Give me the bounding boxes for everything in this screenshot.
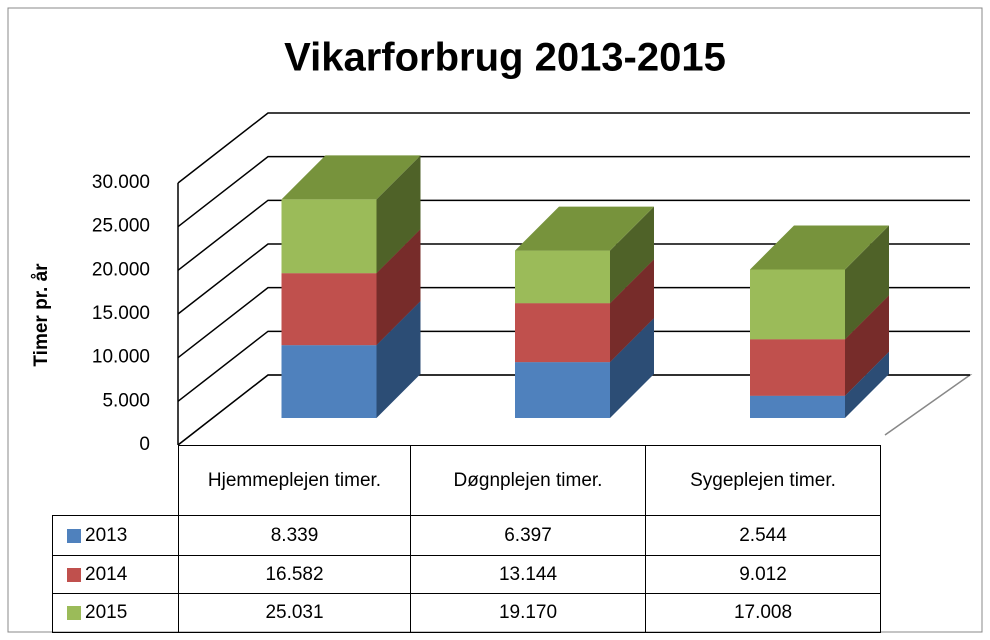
bar-side [610,259,654,363]
bar [750,269,845,340]
y-tick-label: 30.000 [92,172,150,193]
bar-side [610,318,654,418]
table-value-cell: 25.031 [178,593,411,633]
chart-title: Vikarforbrug 2013-2015 [284,36,726,80]
bar-side [376,229,421,346]
table-header-cell: Hjemmeplejen timer. [178,445,411,516]
bar [750,395,845,418]
table-value-cell: 2.544 [645,515,881,556]
grid-line [177,155,970,228]
bar-side [845,351,889,418]
grid-line [177,199,970,271]
table-value-cell: 13.144 [410,555,646,594]
y-tick-label: 5.000 [102,390,150,411]
y-tick-label: 25.000 [92,216,150,237]
legend-key [67,567,81,582]
bar-side [845,225,889,340]
table-value-cell: 8.339 [178,515,411,556]
bar-side [845,295,889,396]
bar-side [376,155,421,274]
table-value-cell: 6.397 [410,515,646,556]
bar-top [750,225,889,270]
table-value-cell: 19.170 [410,593,646,633]
bar [750,339,845,396]
table-value-cell: 16.582 [178,555,411,594]
table-header-cell: Sygeplejen timer. [645,445,881,516]
grid-line [177,243,970,315]
table-header-cell: Døgnplejen timer. [410,445,646,516]
legend-key [67,606,81,620]
y-tick-label: 20.000 [92,259,150,280]
table-value-cell: 17.008 [645,593,881,633]
table-value-cell: 9.012 [645,555,881,594]
y-tick-label: 15.000 [92,303,150,324]
bar [281,199,377,274]
legend-label: 2013 [85,524,128,546]
bar-top [281,155,421,200]
y-tick-label: 0 [139,434,150,455]
legend-row-header: 2014 [52,555,179,594]
bar-side [376,301,421,418]
legend-row-header: 2015 [52,593,179,633]
legend-label: 2015 [85,602,128,623]
grid-line [177,330,970,402]
legend-label: 2014 [85,563,128,585]
legend-row-header: 2013 [52,515,179,556]
bar-top [515,206,654,251]
grid-line [177,112,970,184]
bar [515,362,610,418]
bar [515,250,610,304]
grid-line [177,286,970,359]
bar [515,303,610,363]
bar [281,345,377,418]
y-axis-label: Timer pr. år [31,263,52,367]
bar [281,273,377,346]
legend-key [67,528,81,543]
bar-side [610,206,654,304]
y-tick-label: 10.000 [92,347,150,368]
grid-line [177,374,970,446]
